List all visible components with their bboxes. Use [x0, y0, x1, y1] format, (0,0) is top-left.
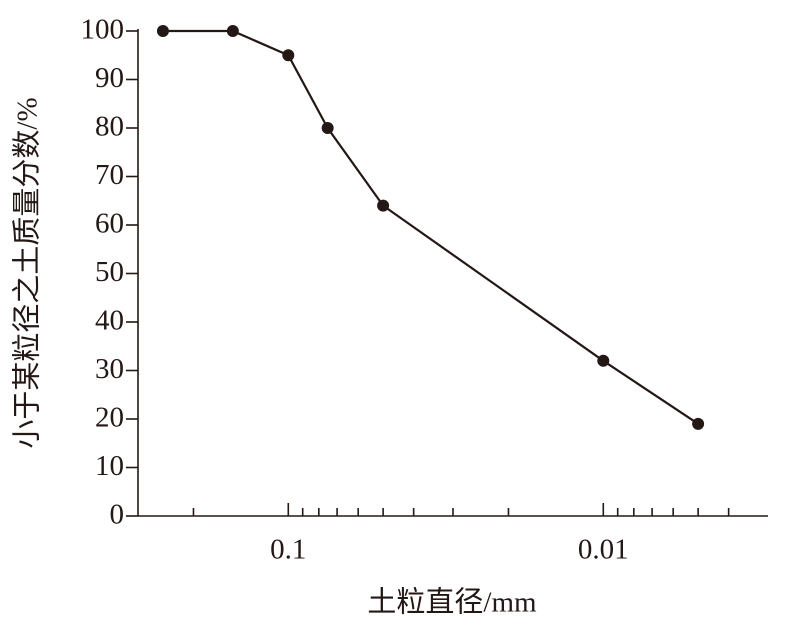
- y-tick-label: 60: [95, 208, 124, 240]
- y-tick-label: 10: [95, 450, 124, 482]
- data-point: [377, 199, 390, 212]
- x-axis-label: 土粒直径/mm: [367, 586, 537, 619]
- data-point: [692, 417, 705, 430]
- y-tick-label: 0: [110, 499, 125, 531]
- data-point: [282, 49, 295, 62]
- data-point: [156, 25, 169, 37]
- x-tick-label: 0.1: [270, 534, 306, 566]
- y-tick-label: 20: [95, 402, 124, 434]
- data-line: [162, 29, 699, 425]
- y-tick-label: 100: [81, 14, 125, 46]
- y-tick-label: 80: [95, 111, 124, 143]
- x-tick-label: 0.01: [578, 534, 629, 566]
- y-axis-label: 小于某粒径之土质量分数/%: [11, 97, 44, 448]
- y-tick-label: 70: [95, 159, 124, 191]
- data-point: [226, 25, 239, 37]
- data-point: [597, 354, 610, 367]
- y-tick-label: 30: [95, 353, 124, 385]
- y-tick-label: 50: [95, 256, 124, 288]
- data-point: [321, 122, 334, 134]
- y-tick-label: 40: [95, 305, 124, 337]
- y-tick-label: 90: [95, 62, 124, 94]
